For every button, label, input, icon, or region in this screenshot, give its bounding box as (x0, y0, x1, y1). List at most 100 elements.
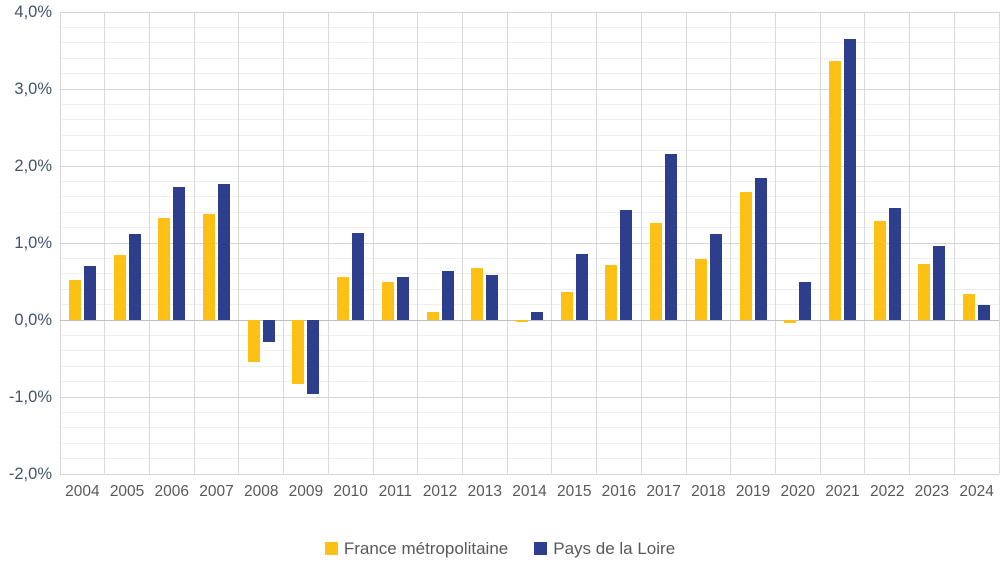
minor-gridline (60, 288, 999, 290)
bar-france-metropolitaine-2011 (381, 281, 394, 320)
major-gridline (60, 473, 999, 475)
major-gridline (60, 396, 999, 398)
vertical-gridline (417, 12, 419, 474)
minor-gridline (60, 334, 999, 336)
bar-france-metropolitaine-2024 (963, 293, 976, 320)
major-gridline (60, 165, 999, 167)
y-tick-label: -1,0% (8, 388, 52, 406)
minor-gridline (60, 57, 999, 59)
minor-gridline (60, 381, 999, 383)
bar-pays-de-la-loire-2024 (978, 304, 991, 320)
vertical-gridline (372, 12, 374, 474)
legend: France métropolitaine Pays de la Loire (0, 540, 1000, 557)
x-tick-label: 2016 (601, 483, 637, 500)
y-tick-label: 2,0% (14, 157, 52, 175)
x-tick-label: 2020 (780, 483, 816, 500)
x-tick-label: 2008 (243, 483, 279, 500)
minor-gridline (60, 73, 999, 75)
bar-pays-de-la-loire-2021 (844, 38, 856, 320)
x-tick-label: 2019 (735, 483, 771, 500)
x-tick-label: 2005 (109, 483, 145, 500)
x-tick-label: 2014 (512, 483, 547, 500)
vertical-gridline (685, 12, 687, 474)
vertical-gridline (104, 12, 106, 474)
minor-gridline (60, 257, 999, 259)
legend-swatch-france-metropolitaine (324, 542, 338, 555)
y-tick-label: 4,0% (14, 3, 52, 21)
bar-pays-de-la-loire-2015 (575, 253, 588, 320)
vertical-gridline (909, 12, 911, 474)
vertical-gridline (327, 12, 329, 474)
vertical-gridline (551, 12, 553, 474)
y-tick-label: -2,0% (8, 465, 52, 483)
bar-pays-de-la-loire-2014 (531, 312, 543, 320)
bar-france-metropolitaine-2006 (158, 217, 171, 320)
bar-france-metropolitaine-2017 (650, 222, 663, 320)
minor-gridline (60, 442, 999, 444)
legend-item-france-metropolitaine: France métropolitaine (324, 539, 509, 558)
bar-pays-de-la-loire-2009 (307, 320, 320, 394)
bar-france-metropolitaine-2004 (68, 279, 81, 320)
bar-france-metropolitaine-2015 (560, 292, 573, 320)
minor-gridline (60, 411, 999, 413)
minor-gridline (60, 304, 999, 306)
bar-france-metropolitaine-2008 (247, 320, 260, 362)
vertical-gridline (596, 12, 598, 474)
bar-pays-de-la-loire-2012 (441, 271, 454, 320)
y-tick-label: 3,0% (14, 80, 52, 98)
bar-pays-de-la-loire-2007 (218, 183, 230, 320)
bar-france-metropolitaine-2023 (918, 263, 931, 320)
legend-label-pays-de-la-loire: Pays de la Loire (553, 539, 676, 558)
x-tick-label: 2011 (378, 483, 413, 500)
minor-gridline (60, 365, 999, 367)
vertical-gridline (148, 12, 150, 474)
bar-pays-de-la-loire-2020 (799, 282, 812, 320)
minor-gridline (60, 427, 999, 429)
bar-pays-de-la-loire-2017 (665, 154, 678, 320)
minor-gridline (60, 273, 999, 275)
vertical-gridline (953, 12, 955, 474)
bar-france-metropolitaine-2019 (739, 192, 752, 320)
bar-pays-de-la-loire-2006 (173, 186, 186, 320)
bar-pays-de-la-loire-2018 (709, 233, 722, 320)
x-tick-label: 2015 (556, 483, 592, 500)
minor-gridline (60, 150, 999, 152)
bar-france-metropolitaine-2020 (784, 320, 797, 324)
minor-gridline (60, 180, 999, 182)
vertical-gridline (461, 12, 463, 474)
bar-pays-de-la-loire-2013 (486, 275, 499, 320)
vertical-gridline (640, 12, 642, 474)
bar-pays-de-la-loire-2008 (262, 320, 275, 342)
x-tick-label: 2017 (646, 483, 681, 500)
vertical-gridline (238, 12, 240, 474)
minor-gridline (60, 26, 999, 28)
major-gridline (60, 88, 999, 90)
x-tick-label: 2007 (199, 483, 234, 500)
legend-item-pays-de-la-loire: Pays de la Loire (534, 540, 675, 557)
bar-france-metropolitaine-2018 (694, 259, 707, 320)
bar-france-metropolitaine-2014 (516, 320, 528, 322)
x-tick-label: 2006 (154, 483, 190, 500)
bar-france-metropolitaine-2007 (203, 213, 215, 320)
x-tick-label: 2021 (825, 483, 860, 500)
minor-gridline (60, 211, 999, 213)
bar-france-metropolitaine-2022 (873, 221, 886, 320)
y-tick-label: 0,0% (14, 311, 52, 329)
minor-gridline (60, 350, 999, 352)
minor-gridline (60, 196, 999, 198)
bar-pays-de-la-loire-2019 (754, 177, 767, 320)
major-gridline (60, 11, 999, 13)
vertical-gridline (819, 12, 821, 474)
vertical-gridline (193, 12, 195, 474)
major-gridline (60, 242, 999, 244)
bar-france-metropolitaine-2005 (113, 255, 126, 320)
legend-label-france-metropolitaine: France métropolitaine (343, 539, 509, 558)
vertical-gridline (998, 12, 1000, 474)
vertical-gridline (59, 12, 61, 474)
x-tick-label: 2018 (691, 483, 726, 500)
zero-axis-line (60, 319, 999, 321)
x-tick-label: 2004 (65, 483, 100, 500)
bar-france-metropolitaine-2016 (605, 265, 618, 320)
x-tick-label: 2023 (914, 483, 950, 500)
